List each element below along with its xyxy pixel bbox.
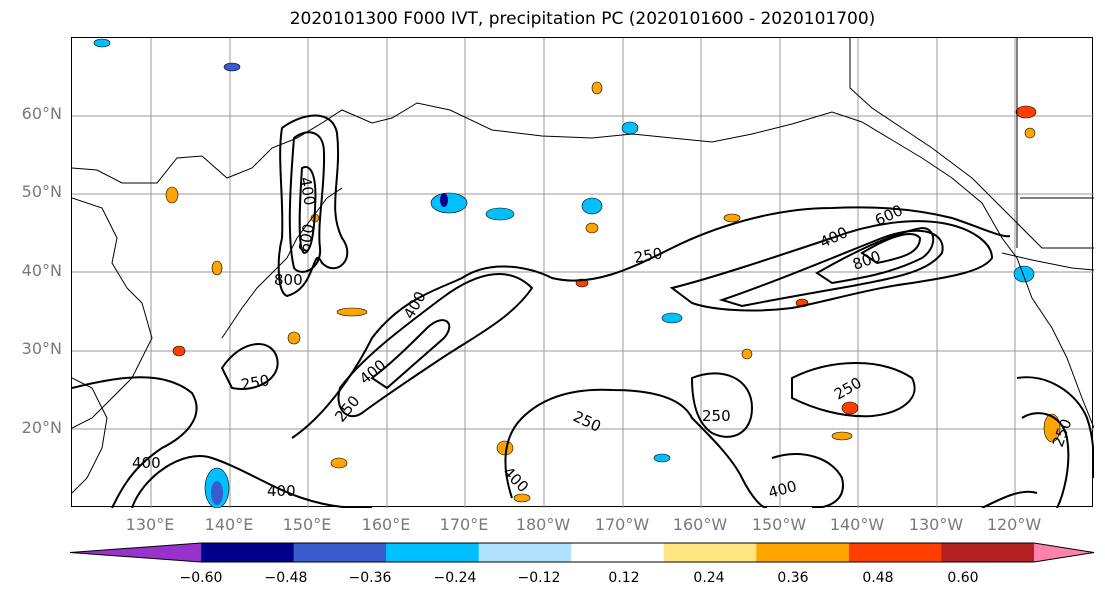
lon-label: 160°W (672, 515, 728, 534)
lon-label: 180°W (515, 515, 571, 534)
colorbar-swatch (571, 543, 665, 562)
lon-label: 150°E (282, 515, 332, 534)
map-panel: 400 600 800 400 250 400 250 250 400 600 … (71, 37, 1094, 508)
colorbar-swatch (70, 543, 201, 562)
lon-label: 160°E (361, 515, 411, 534)
colorbar-swatch (756, 543, 850, 562)
lat-label: 30°N (21, 339, 62, 358)
contour-labels: 400 600 800 400 250 400 250 250 400 600 … (132, 176, 1076, 502)
contour-label: 400 (296, 176, 319, 207)
colorbar-swatch (201, 543, 295, 562)
contour-label: 400 (132, 454, 161, 472)
contour-label: 400 (766, 477, 798, 502)
precip-shading (93, 38, 1061, 508)
contour-label: 400 (499, 463, 532, 496)
colorbar-tick-label: −0.12 (517, 570, 561, 586)
lat-label: 50°N (21, 182, 62, 201)
colorbar-tick-label: −0.24 (433, 570, 477, 586)
contour-label: 250 (831, 374, 865, 404)
colorbar-swatch (293, 543, 387, 562)
colorbar-swatch (478, 543, 572, 562)
contour-label: 800 (850, 247, 883, 274)
contour-label: 600 (872, 201, 906, 229)
contour-label: 400 (400, 288, 430, 322)
colorbar-swatch (848, 543, 942, 562)
lon-label: 120°W (986, 515, 1042, 534)
colorbar-tick-label: 0.12 (608, 570, 640, 586)
contour-label: 250 (570, 407, 604, 435)
map-canvas: 400 600 800 400 250 400 250 250 400 600 … (72, 38, 1094, 508)
colorbar-tick-label: −0.48 (264, 570, 308, 586)
coastlines (72, 38, 1094, 494)
lon-label: 150°W (751, 515, 807, 534)
colorbar-tick-label: 0.24 (693, 570, 725, 586)
lon-label: 130°W (908, 515, 964, 534)
ivt-contours (72, 114, 1094, 508)
lon-label: 140°W (829, 515, 885, 534)
map-title: 2020101300 F000 IVT, precipitation PC (2… (289, 9, 876, 29)
contour-label: 400 (267, 482, 296, 500)
colorbar-tick-label: 0.36 (777, 570, 809, 586)
lon-label: 130°E (125, 515, 175, 534)
lon-label: 170°E (439, 515, 489, 534)
colorbar-swatch (386, 543, 480, 562)
colorbar-tick-label: −0.36 (348, 570, 392, 586)
contour-label: 800 (274, 271, 303, 289)
lat-label: 60°N (21, 104, 62, 123)
colorbar-swatch (1034, 543, 1094, 562)
contour-label: 400 (356, 356, 390, 388)
contour-label: 250 (240, 371, 271, 394)
lat-label: 40°N (21, 261, 62, 280)
colorbar-tick-label: 0.48 (862, 570, 894, 586)
colorbar-tick-label: −0.60 (179, 570, 223, 586)
contour-label: 250 (331, 392, 363, 426)
lon-label: 170°W (594, 515, 650, 534)
contour-label: 250 (702, 407, 731, 425)
graticule (72, 38, 1094, 508)
colorbar (70, 542, 1095, 563)
lat-label: 20°N (21, 418, 62, 437)
contour-label: 600 (295, 222, 318, 253)
colorbar-swatch (663, 543, 757, 562)
contour-label: 250 (633, 244, 664, 267)
lon-label: 140°E (204, 515, 254, 534)
contour-label: 400 (817, 223, 851, 251)
colorbar-swatch (941, 543, 1035, 562)
colorbar-tick-label: 0.60 (947, 570, 979, 586)
